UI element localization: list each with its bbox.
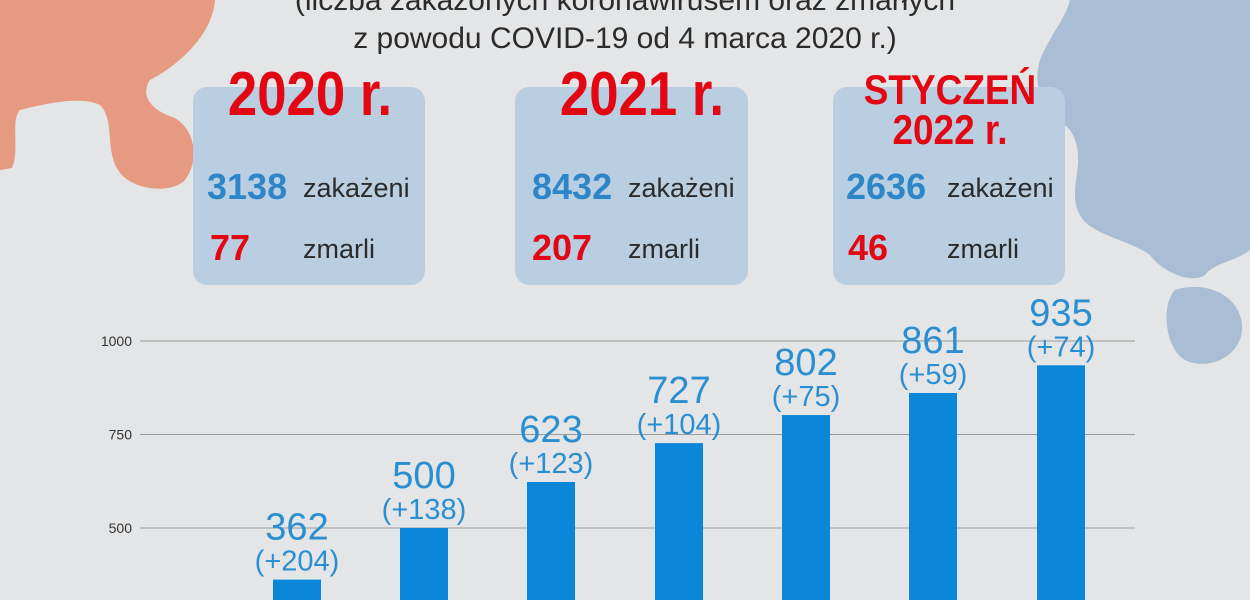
summary-panel-2022-january xyxy=(833,87,1065,285)
background-map-shape-left xyxy=(0,0,215,189)
subtitle-line-2: z powodu COVID-19 od 4 marca 2020 r.) xyxy=(353,22,897,55)
panel-2021-infected-value: 8432 xyxy=(532,166,613,207)
bar xyxy=(400,528,448,600)
panel-2020-infected-label: zakażeni xyxy=(303,173,410,203)
bar xyxy=(1037,365,1085,600)
bar-value-label: 861 xyxy=(901,320,964,362)
panel-year-2022: 2022 r. xyxy=(892,106,1008,153)
background-map-shape-right xyxy=(1037,0,1250,364)
bar-delta-label: (+104) xyxy=(637,409,722,441)
bar xyxy=(782,415,830,600)
bar-value-label: 623 xyxy=(519,409,582,451)
summary-panel-2021 xyxy=(515,87,748,285)
bar-delta-label: (+123) xyxy=(509,448,594,480)
panel-2021-deaths-label: zmarli xyxy=(628,234,700,264)
summary-panel-2020 xyxy=(193,87,425,285)
panel-2020-deaths-label: zmarli xyxy=(303,234,375,264)
subtitle-line-1: (liczba zakażonych koronawirusem oraz zm… xyxy=(294,0,956,17)
panel-year-2020: 2020 r. xyxy=(227,60,393,129)
y-tick-label: 500 xyxy=(109,520,133,536)
panel-2022-infected-label: zakażeni xyxy=(947,173,1054,203)
panel-year-2022-month: STYCZEŃ xyxy=(863,66,1037,113)
bar-delta-label: (+138) xyxy=(382,494,467,526)
panel-2022-deaths-value: 46 xyxy=(848,227,889,268)
panel-2020-infected-value: 3138 xyxy=(207,166,288,207)
bar xyxy=(655,443,703,600)
panel-2022-infected-value: 2636 xyxy=(846,166,927,207)
y-tick-label: 750 xyxy=(109,427,133,443)
bar-value-label: 935 xyxy=(1029,292,1092,334)
bar-value-label: 500 xyxy=(392,455,455,497)
bar-value-label: 727 xyxy=(647,370,710,412)
panel-2021-deaths-value: 207 xyxy=(532,227,593,268)
panel-2020-deaths-value: 77 xyxy=(210,227,251,268)
bar-delta-label: (+75) xyxy=(772,381,841,413)
panel-year-2021: 2021 r. xyxy=(559,60,725,129)
panel-2022-deaths-label: zmarli xyxy=(947,234,1019,264)
bar-delta-label: (+204) xyxy=(255,546,340,578)
bar-value-label: 362 xyxy=(265,507,328,549)
bar-delta-label: (+74) xyxy=(1027,331,1096,363)
bar xyxy=(909,392,957,600)
bar xyxy=(273,579,321,600)
panel-2021-infected-label: zakażeni xyxy=(628,173,735,203)
bar-delta-label: (+59) xyxy=(899,359,968,391)
bar xyxy=(527,481,575,600)
bar-value-label: 802 xyxy=(774,342,837,384)
y-tick-label: 1000 xyxy=(101,333,132,349)
